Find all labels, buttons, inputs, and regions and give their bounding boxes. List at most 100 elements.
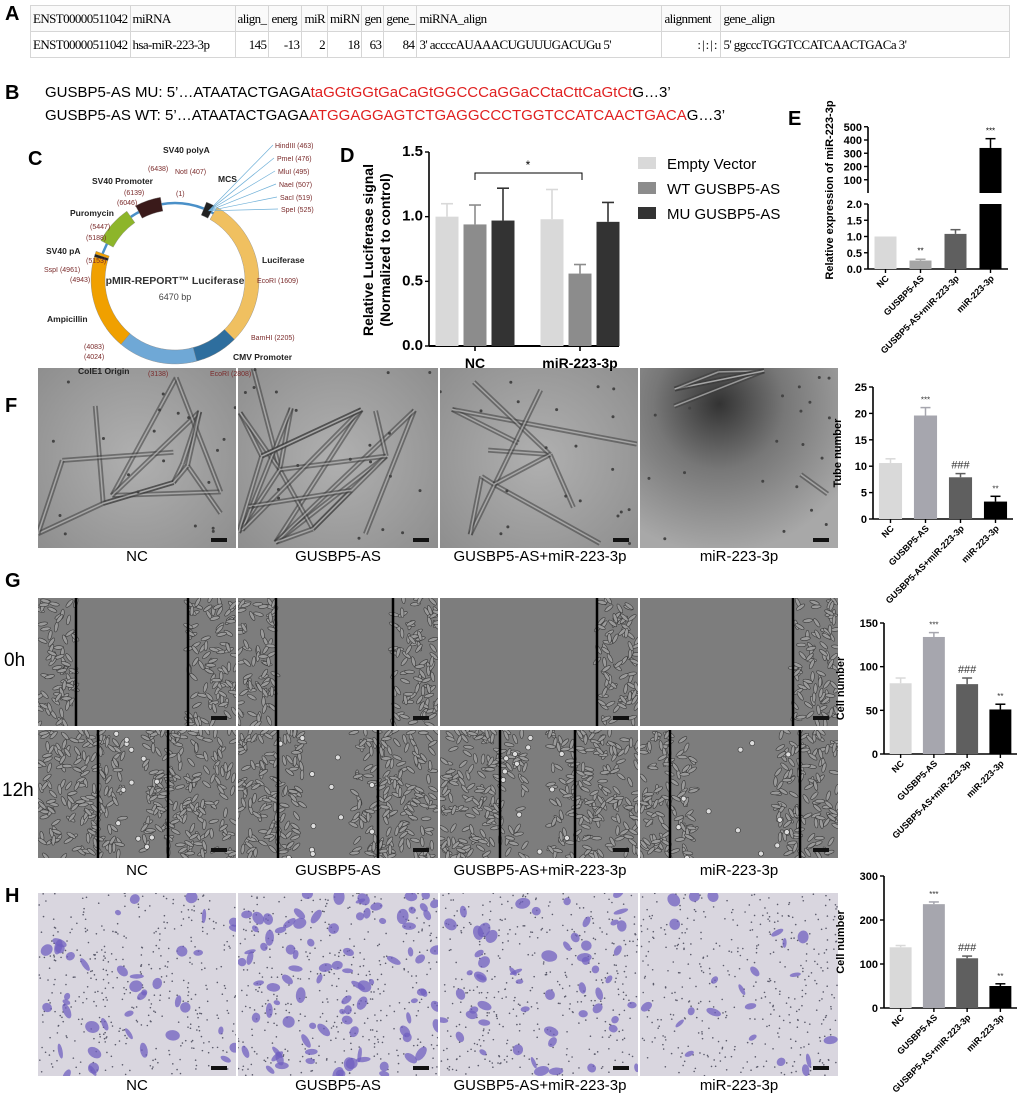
wound-image-0h-nc: [38, 598, 236, 726]
cell: [407, 719, 419, 725]
cell: [49, 730, 58, 740]
cell: [827, 376, 831, 380]
cell: [238, 607, 247, 613]
cell: [216, 631, 227, 637]
cell: [172, 800, 178, 812]
cell: [38, 637, 48, 644]
cell: [73, 781, 81, 791]
y-axis-label: Tube number: [832, 418, 844, 488]
cell: [42, 752, 53, 758]
y-tick-label: 1.5: [402, 143, 423, 160]
tube-highlight: [274, 409, 362, 543]
cell: [369, 460, 373, 464]
cell: [222, 437, 226, 441]
tube-highlight: [364, 410, 416, 535]
tube-highlight: [248, 489, 352, 508]
cell: [184, 840, 194, 847]
cell: [115, 820, 121, 826]
cell: [833, 705, 838, 716]
bar-GUSBP5-AS+miR-223-3p: [956, 958, 979, 1008]
cell: [212, 603, 223, 610]
cell: [203, 765, 211, 775]
site-leader-line: [208, 157, 275, 212]
feature-sv40-promoter: SV40 Promoter: [92, 176, 154, 186]
cell: [381, 528, 385, 532]
cell: [87, 848, 96, 856]
cell: [226, 661, 232, 673]
cell: [505, 489, 509, 493]
cell: [810, 508, 814, 512]
charts: 0510152025NC***GUSBP5-AS###GUSBP5-AS+miR…: [360, 100, 1017, 1095]
bar-GUSBP5-AS+miR-223-3p: [956, 684, 979, 754]
cell: [814, 629, 821, 640]
cell: [178, 846, 188, 854]
cell: [810, 671, 815, 682]
x-tick-label: NC: [465, 355, 485, 371]
cell: [388, 474, 392, 478]
cell: [62, 680, 67, 691]
cell: [45, 741, 50, 752]
cell: [432, 609, 438, 616]
tube-highlight: [469, 389, 542, 535]
cell: [198, 660, 205, 670]
y-tick-label: 2.0: [847, 199, 862, 211]
cell: [428, 598, 437, 606]
cell: [211, 526, 215, 530]
y-tick-label: 1.0: [847, 232, 862, 244]
cell: [85, 795, 96, 800]
cell: [647, 476, 651, 480]
cell: [257, 654, 269, 659]
cell: [38, 621, 48, 627]
cell: [620, 613, 629, 622]
bar-GUSBP5-AS+miR-223-3p: [948, 477, 973, 519]
cell: [83, 730, 90, 739]
cell: [427, 637, 438, 643]
cell: [211, 529, 215, 533]
cell: [429, 643, 437, 653]
cell: [266, 715, 273, 726]
cell: [653, 413, 657, 417]
cell: [180, 853, 190, 858]
cell: [238, 715, 242, 726]
cell: [428, 371, 432, 375]
cell: [54, 692, 62, 702]
cell: [182, 799, 193, 806]
y-tick-label: 150: [860, 618, 878, 630]
cell: [395, 647, 401, 658]
cell: [140, 734, 151, 741]
cell: [207, 480, 211, 484]
cell: [63, 532, 67, 536]
tube-highlight: [493, 483, 601, 545]
significance-label: ###: [958, 942, 977, 954]
cell: [202, 780, 212, 789]
bar-NC: [889, 683, 912, 754]
cell: [140, 823, 149, 832]
y-tick-label: 300: [844, 148, 862, 160]
scale-bar: [211, 716, 227, 720]
cell: [145, 828, 156, 833]
cell: [612, 613, 618, 624]
site-bamhi: BamHI (2205): [251, 335, 295, 342]
site-pmei: PmeI (476): [277, 156, 312, 163]
cell: [41, 781, 49, 791]
cell: [213, 730, 218, 739]
feature-cmv-promoter: CMV Promoter: [233, 352, 293, 362]
tube-highlight: [38, 502, 104, 535]
cell: [148, 794, 159, 802]
legend-label: Empty Vector: [667, 156, 756, 173]
cell: [805, 710, 815, 719]
bar-NC: [874, 236, 897, 269]
cell: [824, 523, 828, 527]
significance-label: ***: [929, 890, 938, 899]
cell: [113, 731, 120, 737]
y-tick-label: 100: [844, 175, 862, 187]
table-cell: 3' accccAUAAACUGUUUGACUGu 5': [416, 31, 663, 58]
cell: [386, 371, 390, 375]
cell: [614, 660, 623, 668]
cell: [229, 601, 236, 610]
cell: [612, 387, 616, 391]
cell: [60, 796, 67, 807]
y-tick-label: 5: [861, 488, 867, 500]
site-1: (1): [176, 191, 185, 198]
y-tick-label: 10: [855, 461, 867, 473]
